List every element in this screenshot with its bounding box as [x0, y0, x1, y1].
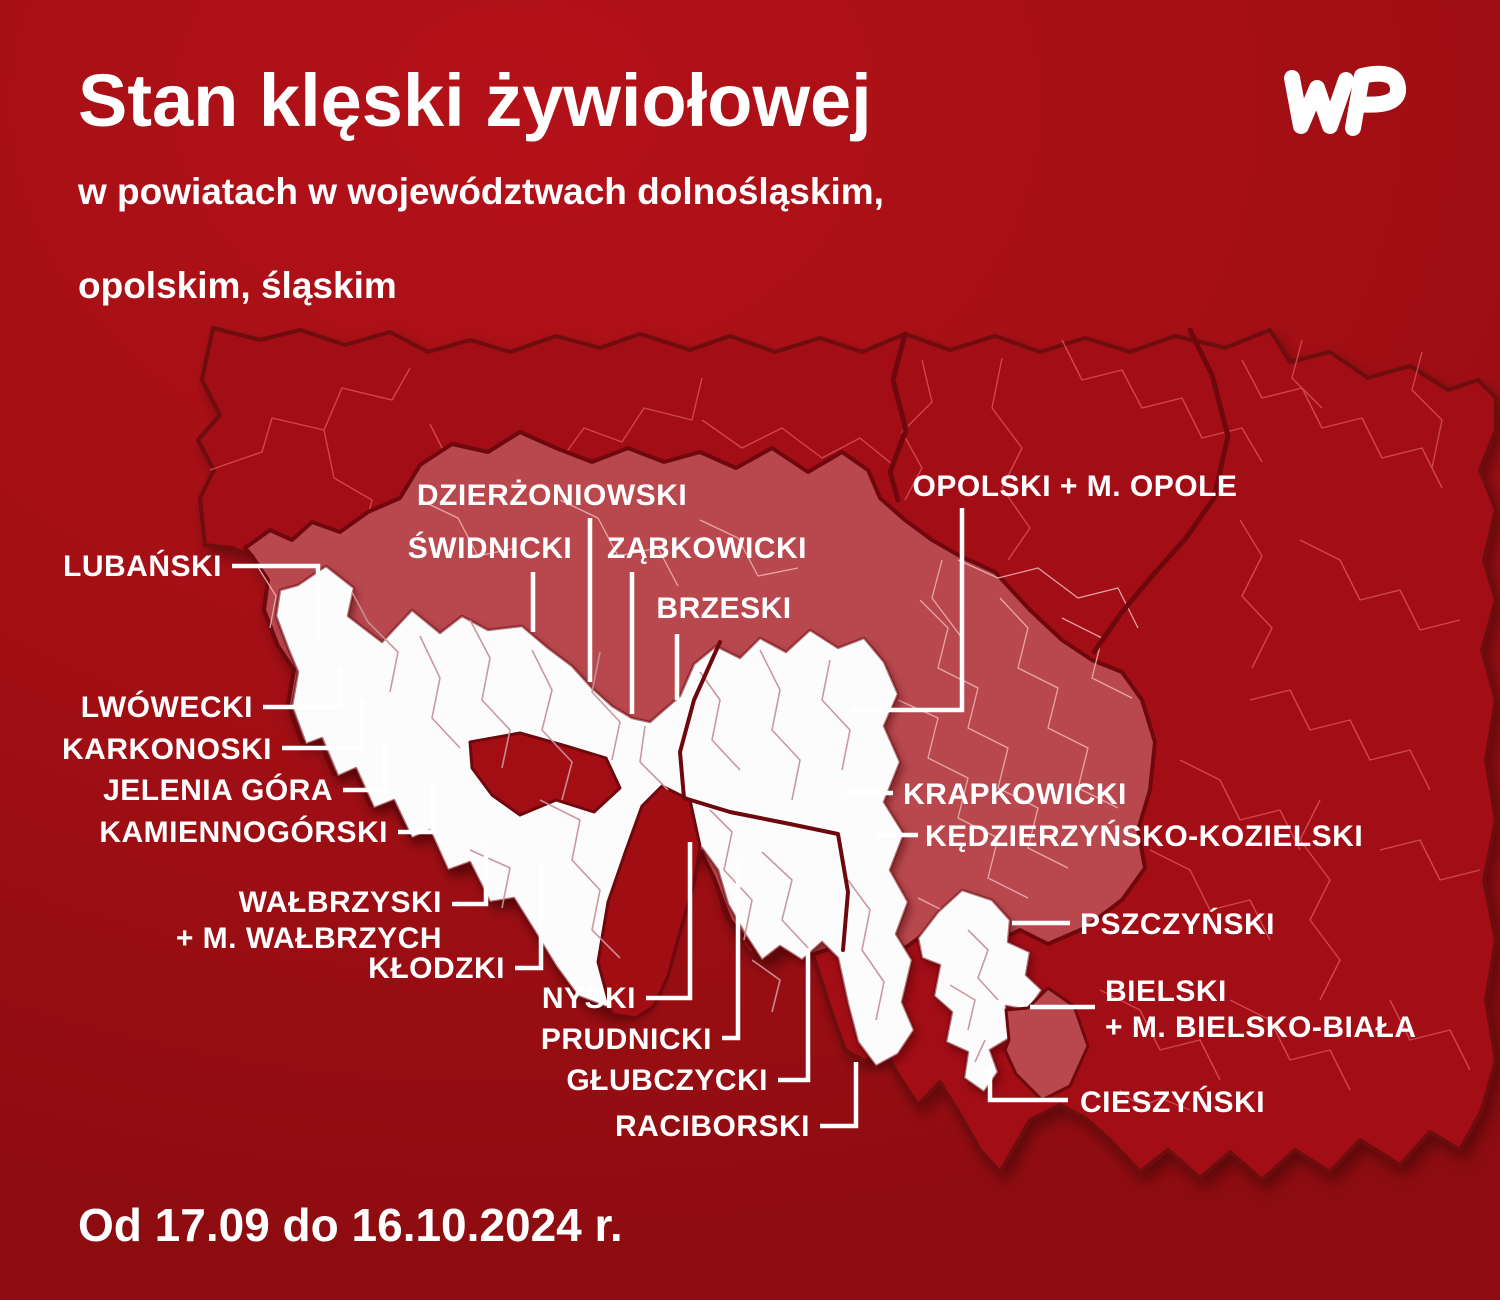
map-label-brzeski: BRZESKI	[656, 592, 791, 625]
map-label-lwowecki: LWÓWECKI	[81, 690, 253, 724]
page-subtitle: w powiatach w województwach dolnośląskim…	[78, 168, 1178, 309]
map-label-kamiennogorski: KAMIENNOGÓRSKI	[99, 815, 388, 849]
map-label-raciborski: RACIBORSKI	[615, 1110, 810, 1143]
powiat-borders-dark	[209, 339, 1481, 1111]
map-label-cieszynski: CIESZYŃSKI	[1080, 1085, 1265, 1119]
date-range: Od 17.09 do 16.10.2024 r.	[78, 1199, 623, 1251]
callout-line-raciborski	[820, 1062, 859, 1129]
map-labels: LUBAŃSKI LWÓWECKI KARKONOSKI JELENIA GÓR…	[62, 470, 1417, 1143]
powiat-borders-buffer	[255, 499, 1139, 979]
wp-logo	[1284, 65, 1406, 136]
powiat-borders-affected	[351, 591, 999, 1063]
map-label-krapkowicki: KRAPKOWICKI	[903, 778, 1127, 811]
callout-line-jelenia-gora	[343, 742, 388, 793]
map-label-bielski: BIELSKI	[1105, 975, 1227, 1008]
map-wedge-dark	[596, 784, 702, 1020]
map-label-walbrzyski-2: + M. WAŁBRZYCH	[176, 922, 442, 955]
callout-line-lubanski	[232, 563, 321, 640]
callout-line-lwowecki	[263, 668, 343, 710]
map-label-karkonoski: KARKONOSKI	[62, 733, 272, 766]
callout-line-cieszynski	[987, 1068, 1068, 1103]
callout-line-opolski	[852, 508, 965, 713]
callout-line-prudnicki	[722, 862, 741, 1041]
map-label-prudnicki: PRUDNICKI	[541, 1023, 712, 1056]
page-title: Stan klęski żywiołowej	[78, 59, 872, 142]
map-enclave-dark	[468, 731, 622, 817]
map-label-jelenia-gora: JELENIA GÓRA	[103, 773, 333, 807]
page-subtitle-line1: w powiatach w województwach dolnośląskim…	[78, 171, 884, 212]
callout-line-kamiennogorski	[398, 782, 436, 835]
callout-line-klodzki	[515, 866, 544, 971]
map-label-bielski-2: + M. BIELSKO-BIAŁA	[1105, 1011, 1417, 1044]
map-label-glubczycki: GŁUBCZYCKI	[566, 1064, 768, 1097]
callout-line-nyski	[646, 842, 693, 1001]
map-label-kedzierzynsko: KĘDZIERZYŃSKO-KOZIELSKI	[925, 819, 1363, 853]
callout-line-karkonoski	[282, 700, 365, 751]
wp-logo-p-icon	[1345, 65, 1406, 136]
callout-line-glubczycki	[778, 948, 811, 1083]
map-label-dzierzoniowski: DZIERŻONIOWSKI	[417, 479, 687, 512]
voivodeship-borders	[678, 327, 1231, 952]
map-label-lubanski: LUBAŃSKI	[63, 549, 222, 583]
map-label-klodzki: KŁODZKI	[368, 952, 505, 985]
map-label-pszczynski: PSZCZYŃSKI	[1080, 907, 1275, 941]
map-label-walbrzyski: WAŁBRZYSKI	[239, 886, 442, 919]
callout-lines	[232, 508, 1095, 1129]
wp-logo-w-icon	[1284, 70, 1354, 134]
map-label-opolski: OPOLSKI + M. OPOLE	[913, 470, 1238, 503]
callout-line-walbrzyski	[452, 846, 489, 907]
map-label-zabkowicki: ZĄBKOWICKI	[607, 532, 807, 565]
map-label-nyski: NYSKI	[542, 982, 636, 1015]
page-subtitle-line2: opolskim, śląskim	[78, 265, 397, 306]
map-label-swidnicki: ŚWIDNICKI	[408, 531, 573, 565]
